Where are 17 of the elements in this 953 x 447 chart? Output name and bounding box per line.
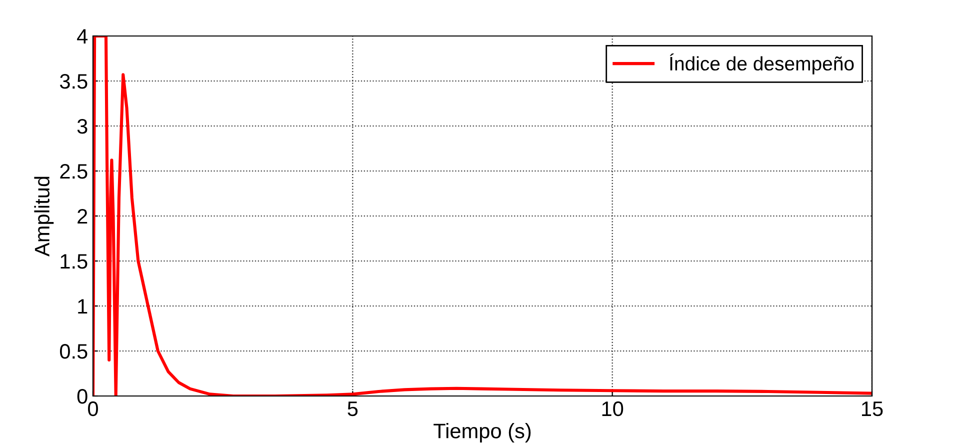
y-tick-label: 2.5 — [60, 164, 88, 179]
x-tick-label: 5 — [348, 402, 358, 416]
legend-label: Índice de desempeño — [670, 54, 854, 74]
y-tick-label: 2 — [78, 209, 88, 224]
y-tick-label: 3 — [77, 119, 88, 134]
x-tick-label: 0 — [88, 401, 98, 416]
x-tick-label: 10 — [602, 401, 624, 416]
y-tick-label: 0.5 — [60, 344, 88, 359]
x-tick-label: 15 — [862, 402, 883, 416]
line-series — [93, 36, 872, 396]
y-axis-title: Amplitud — [34, 176, 54, 256]
y-tick-label: 1 — [78, 299, 88, 314]
y-tick-label: 1.5 — [60, 254, 88, 269]
x-axis-title: Tiempo (s) — [434, 423, 531, 442]
y-tick-label: 3.5 — [60, 74, 88, 89]
y-tick-label: 0 — [77, 389, 88, 404]
y-tick-label: 4 — [77, 29, 88, 44]
